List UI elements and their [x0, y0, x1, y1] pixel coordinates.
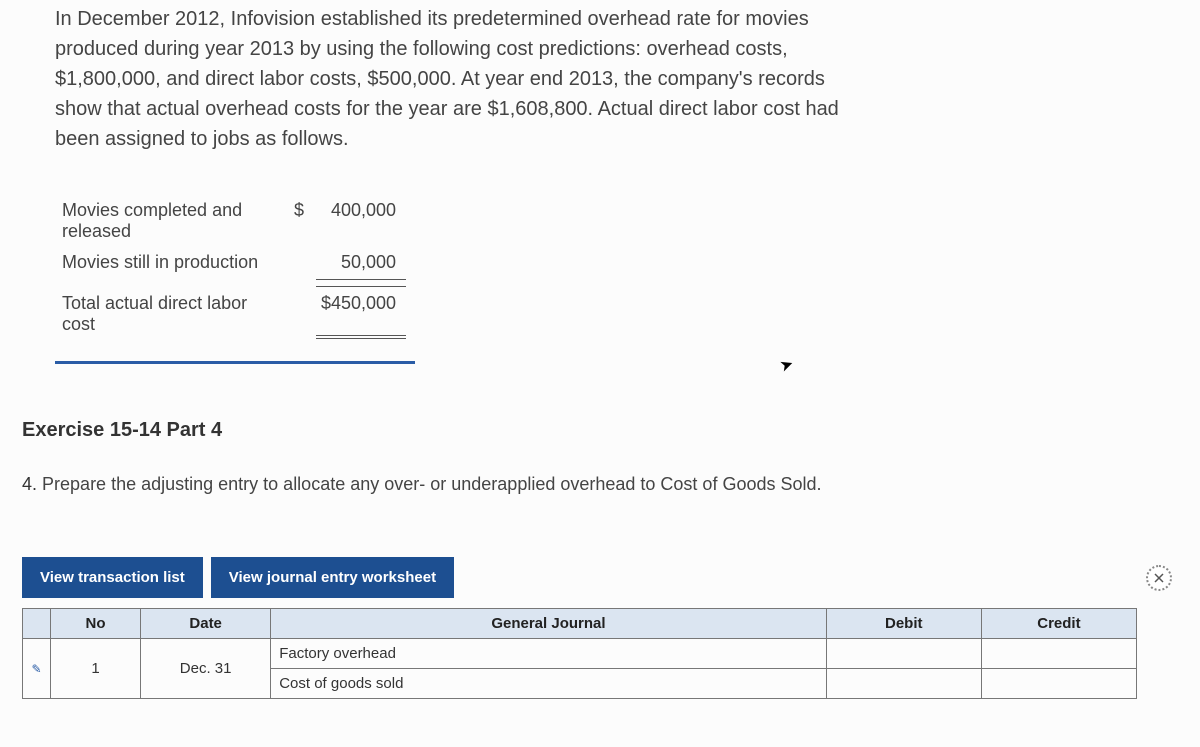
table-row: Movies completed and released $ 400,000 [62, 196, 406, 246]
edit-cell[interactable]: ✎ [23, 639, 51, 699]
cost-breakdown-table: Movies completed and released $ 400,000 … [60, 194, 408, 341]
no-cell[interactable]: 1 [51, 639, 141, 699]
dollar-sign: $ [294, 196, 314, 246]
account-cell[interactable]: Cost of goods sold [271, 669, 826, 699]
x-icon [1153, 572, 1165, 584]
credit-cell[interactable] [981, 639, 1136, 669]
cursor-icon: ➤ [777, 353, 796, 376]
date-header: Date [141, 609, 271, 639]
pencil-icon: ✎ [31, 662, 41, 676]
dollar-sign [294, 248, 314, 277]
table-row: Movies still in production 50,000 [62, 248, 406, 277]
row-label: Movies still in production [62, 248, 292, 277]
journal-entry-table: No Date General Journal Debit Credit ✎ 1… [22, 608, 1137, 699]
debit-cell[interactable] [826, 669, 981, 699]
instruction-number: 4. [22, 474, 37, 494]
debit-header: Debit [826, 609, 981, 639]
credit-cell[interactable] [981, 669, 1136, 699]
amount-value: $450,000 [316, 289, 406, 339]
exercise-heading: Exercise 15-14 Part 4 [22, 419, 1200, 442]
total-row: Total actual direct labor cost $450,000 [62, 289, 406, 339]
subtotal-spacer [62, 279, 406, 287]
amount-value: 50,000 [316, 248, 406, 277]
view-transaction-list-button[interactable]: View transaction list [22, 557, 203, 598]
edit-header [23, 609, 51, 639]
account-cell[interactable]: Factory overhead [271, 639, 826, 669]
section-divider [55, 361, 415, 364]
table-header-row: No Date General Journal Debit Credit [23, 609, 1137, 639]
table-row[interactable]: ✎ 1 Dec. 31 Factory overhead [23, 639, 1137, 669]
credit-header: Credit [981, 609, 1136, 639]
close-icon[interactable] [1146, 565, 1172, 591]
date-cell[interactable]: Dec. 31 [141, 639, 271, 699]
view-journal-entry-worksheet-button[interactable]: View journal entry worksheet [211, 557, 454, 598]
general-journal-header: General Journal [271, 609, 826, 639]
instruction-text: 4. Prepare the adjusting entry to alloca… [22, 472, 922, 497]
no-header: No [51, 609, 141, 639]
problem-text: In December 2012, Infovision established… [0, 0, 900, 164]
tabs-row: View transaction list View journal entry… [22, 557, 1137, 598]
amount-value: 400,000 [316, 196, 406, 246]
instruction-body: Prepare the adjusting entry to allocate … [42, 474, 821, 494]
dollar-sign [294, 289, 314, 339]
row-label: Total actual direct labor cost [62, 289, 292, 339]
row-label: Movies completed and released [62, 196, 292, 246]
debit-cell[interactable] [826, 639, 981, 669]
